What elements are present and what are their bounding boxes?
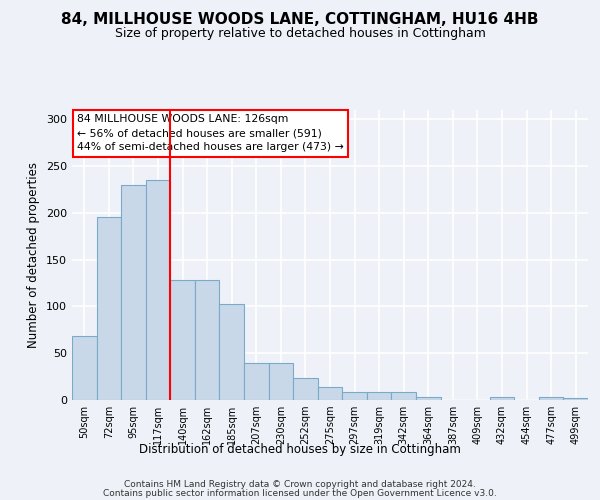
Text: Size of property relative to detached houses in Cottingham: Size of property relative to detached ho… — [115, 28, 485, 40]
Y-axis label: Number of detached properties: Number of detached properties — [28, 162, 40, 348]
Bar — [318, 387, 342, 400]
Bar — [97, 216, 121, 400]
Bar — [490, 397, 514, 400]
Text: Contains HM Land Registry data © Crown copyright and database right 2024.: Contains HM Land Registry data © Crown c… — [124, 480, 476, 489]
Text: 84, MILLHOUSE WOODS LANE, COTTINGHAM, HU16 4HB: 84, MILLHOUSE WOODS LANE, COTTINGHAM, HU… — [61, 12, 539, 28]
Bar — [563, 398, 588, 400]
Bar — [539, 397, 563, 400]
Text: Contains public sector information licensed under the Open Government Licence v3: Contains public sector information licen… — [103, 489, 497, 498]
Bar — [367, 392, 391, 400]
Text: Distribution of detached houses by size in Cottingham: Distribution of detached houses by size … — [139, 442, 461, 456]
Bar — [416, 397, 440, 400]
Bar — [220, 304, 244, 400]
Bar — [293, 378, 318, 400]
Bar — [170, 280, 195, 400]
Bar — [342, 392, 367, 400]
Bar — [121, 185, 146, 400]
Bar — [391, 392, 416, 400]
Bar — [195, 280, 220, 400]
Text: 84 MILLHOUSE WOODS LANE: 126sqm
← 56% of detached houses are smaller (591)
44% o: 84 MILLHOUSE WOODS LANE: 126sqm ← 56% of… — [77, 114, 344, 152]
Bar — [269, 362, 293, 400]
Bar — [244, 362, 269, 400]
Bar — [72, 336, 97, 400]
Bar — [146, 180, 170, 400]
